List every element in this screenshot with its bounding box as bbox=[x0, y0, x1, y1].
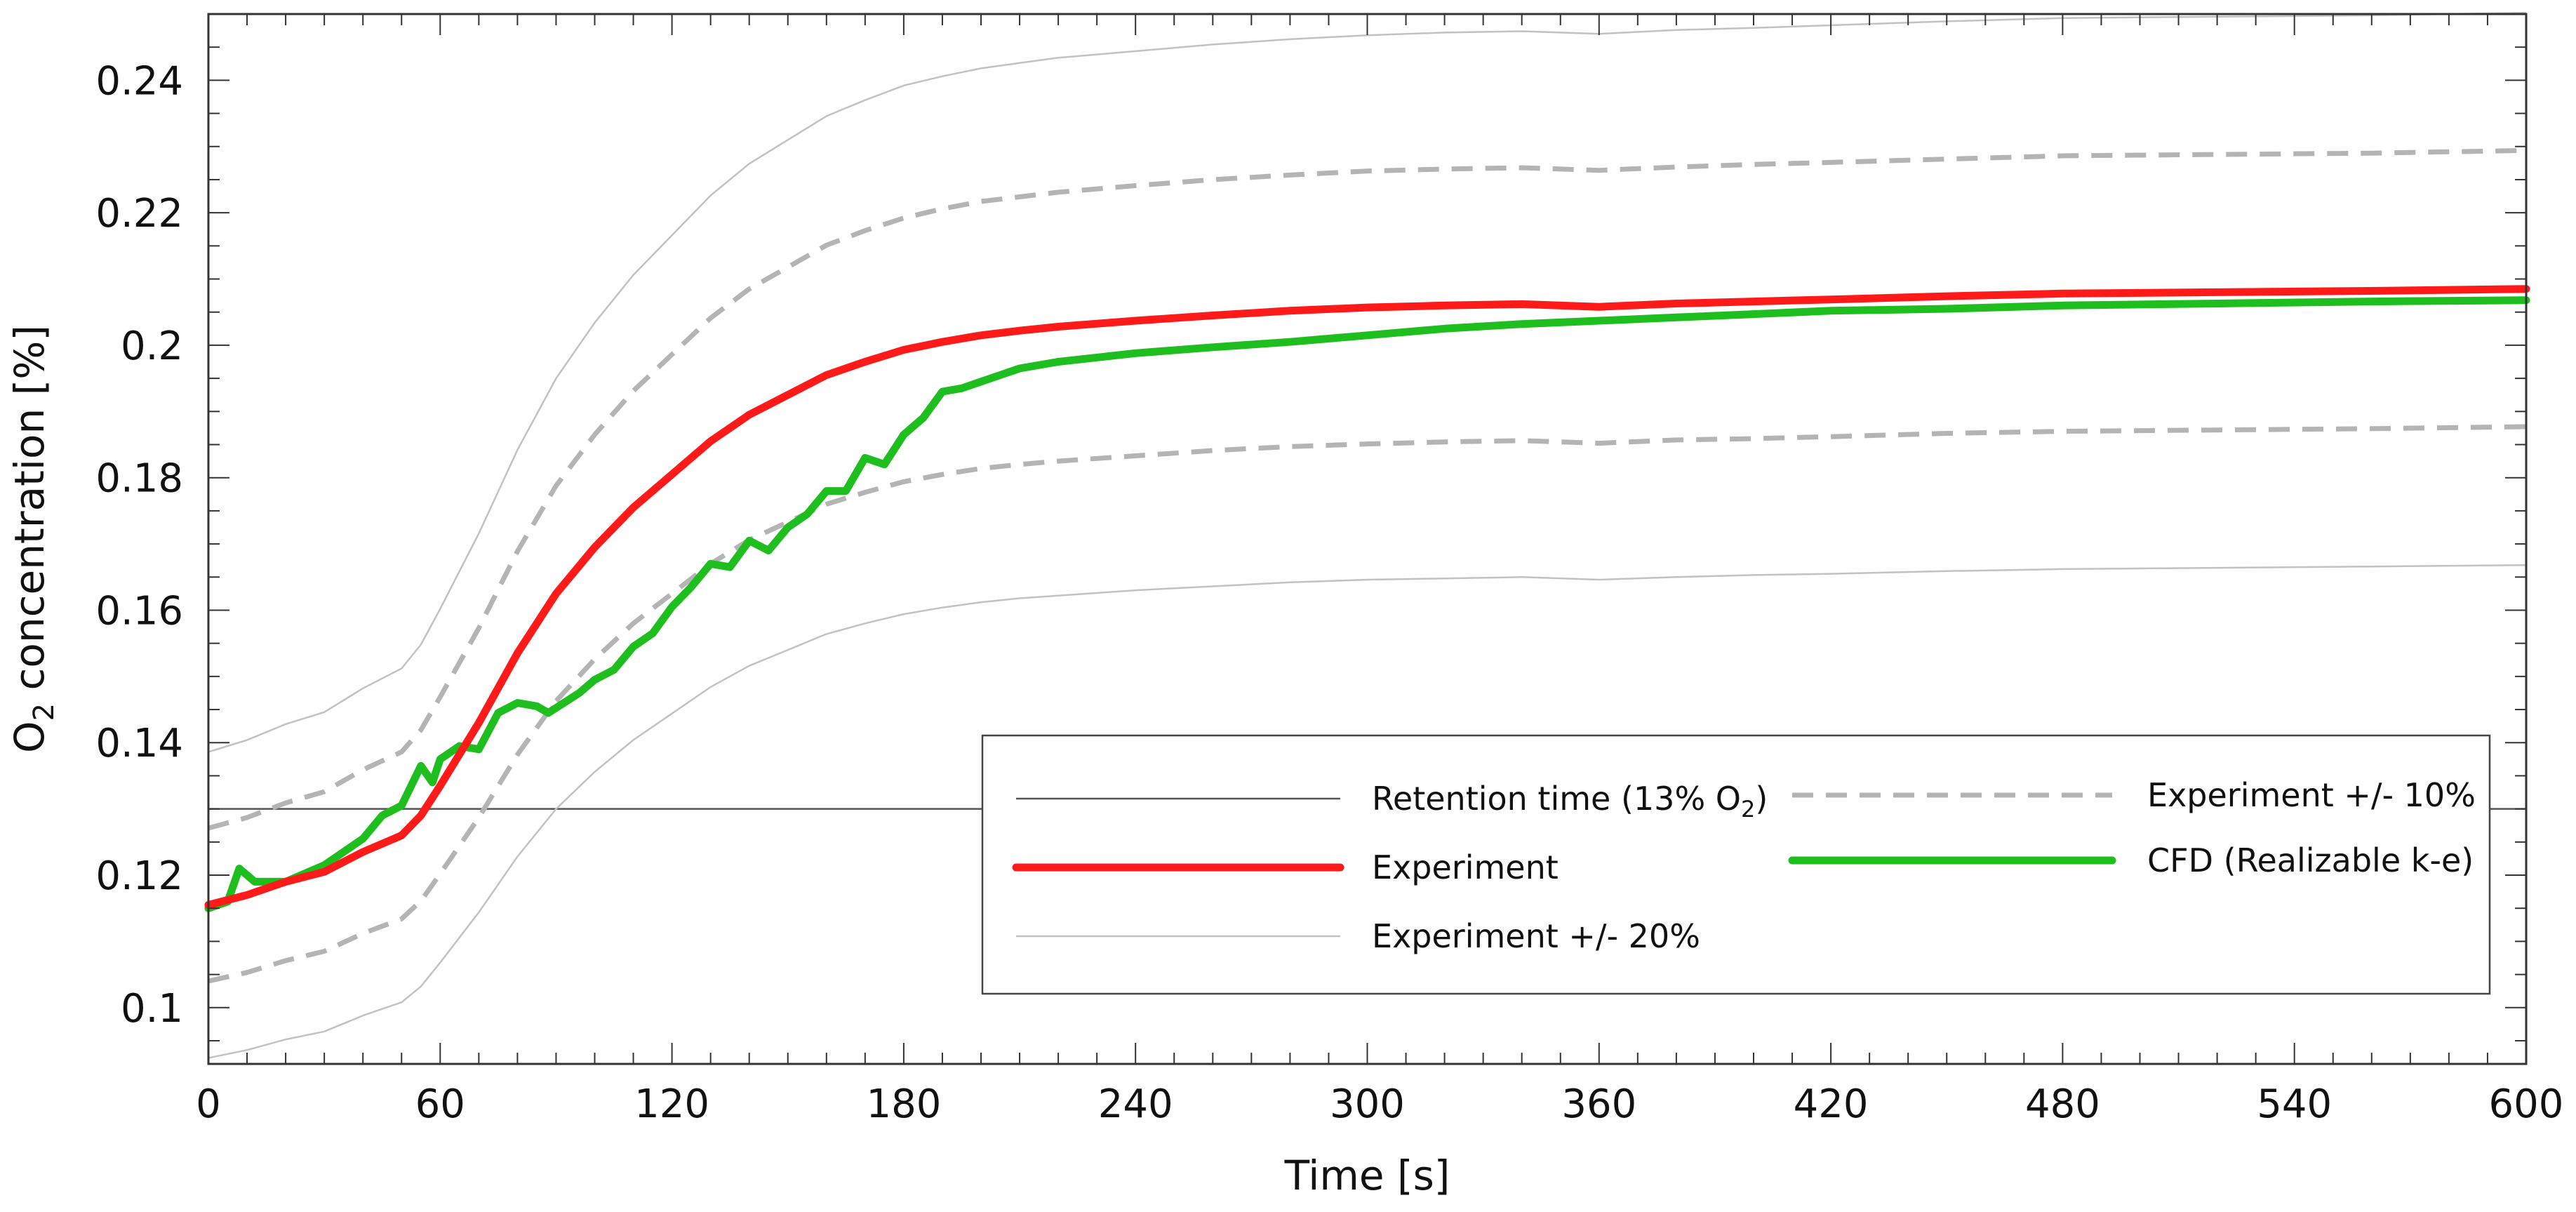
x-tick-label: 180 bbox=[866, 1081, 941, 1127]
y-axis-title-subscript: 2 bbox=[28, 703, 60, 721]
series-line-experiment bbox=[204, 285, 2530, 909]
series-line-experiment-20-lower bbox=[208, 564, 2527, 1059]
plot-frame bbox=[207, 13, 2528, 1065]
legend-label-retention-time-main: Retention time (13% O bbox=[1372, 780, 1741, 818]
legend-label-retention-time-tail: ) bbox=[1755, 780, 1768, 818]
legend-label-experiment: Experiment bbox=[1372, 848, 1559, 886]
y-axis-title-main: O bbox=[6, 721, 53, 753]
y-tick-label: 0.22 bbox=[95, 191, 183, 237]
y-tick-label: 0.2 bbox=[121, 324, 183, 369]
x-tick-label: 480 bbox=[2025, 1081, 2100, 1127]
tick-label-layer: 0 60 120 180 240 300 360 420 480 540 600 0.1 0.12 0.1… bbox=[95, 58, 2563, 1127]
tick-layer bbox=[208, 13, 2527, 1064]
legend-label-experiment-20pct: Experiment +/- 20% bbox=[1372, 917, 1700, 955]
x-tick-label: 540 bbox=[2257, 1081, 2332, 1127]
legend-label-retention-time-subscript: 2 bbox=[1741, 796, 1755, 823]
y-tick-label: 0.1 bbox=[121, 986, 183, 1032]
y-axis-title: O2 concentration [%] bbox=[6, 325, 60, 753]
series-line-cfd-realizable-k-e bbox=[204, 296, 2530, 912]
series-line-experiment-10-lower bbox=[208, 424, 2527, 984]
x-tick-label: 60 bbox=[415, 1081, 465, 1127]
legend-label-cfd: CFD (Realizable k-e) bbox=[2147, 841, 2474, 879]
series-layer bbox=[204, 11, 2530, 1059]
legend-label-retention-time: Retention time (13% O2) bbox=[1372, 780, 1768, 823]
legend-label-experiment-10pct: Experiment +/- 10% bbox=[2147, 776, 2476, 814]
x-tick-label: 600 bbox=[2489, 1081, 2564, 1127]
series-line-experiment-10-upper bbox=[208, 147, 2527, 831]
series-line-experiment-20-upper bbox=[208, 11, 2527, 753]
y-tick-label: 0.12 bbox=[95, 853, 183, 899]
x-tick-label: 0 bbox=[196, 1081, 221, 1127]
x-tick-label: 360 bbox=[1561, 1081, 1636, 1127]
x-tick-label: 120 bbox=[634, 1081, 709, 1127]
x-axis-title: Time [s] bbox=[1284, 1152, 1450, 1199]
y-axis-title-rest: concentration [%] bbox=[6, 325, 53, 703]
y-tick-label: 0.24 bbox=[95, 58, 183, 104]
x-tick-label: 420 bbox=[1794, 1081, 1869, 1127]
x-tick-label: 240 bbox=[1098, 1081, 1173, 1127]
x-tick-label: 300 bbox=[1330, 1081, 1405, 1127]
y-tick-label: 0.16 bbox=[95, 588, 183, 634]
y-tick-label: 0.18 bbox=[95, 456, 183, 502]
y-tick-label: 0.14 bbox=[95, 721, 183, 766]
legend: Retention time (13% O2) Experiment Exper… bbox=[981, 734, 2491, 995]
